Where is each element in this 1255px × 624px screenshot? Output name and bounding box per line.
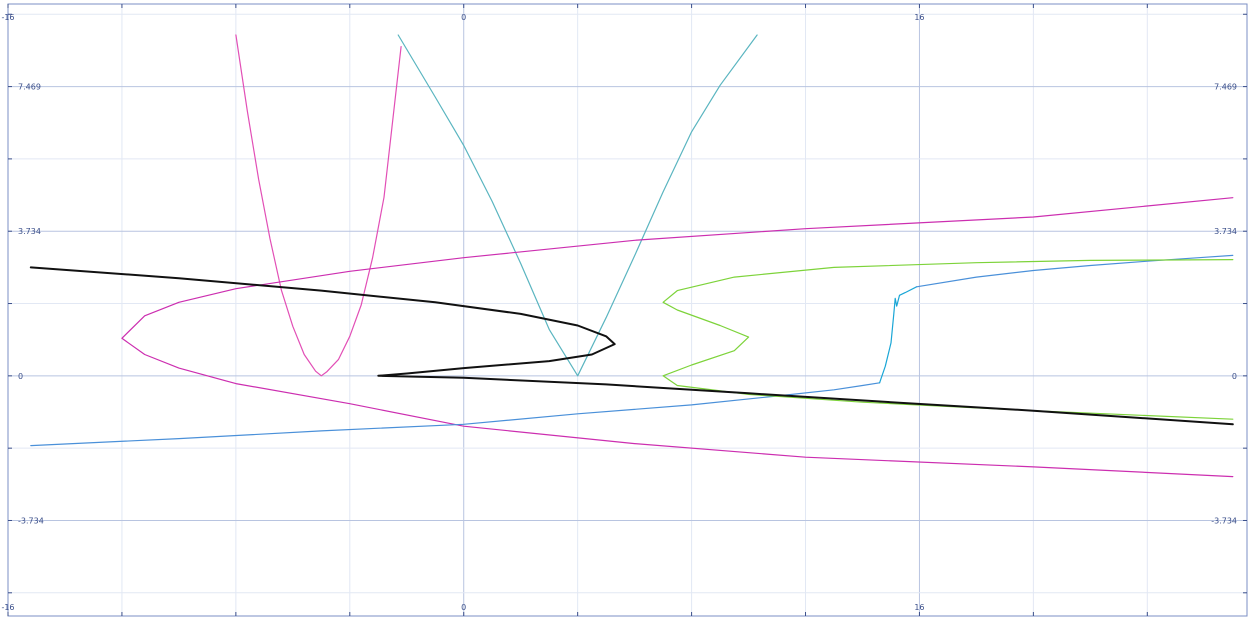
y-tick-label-left: -3.734 bbox=[18, 516, 44, 525]
plot-frame bbox=[7, 3, 1248, 617]
series-line-4 bbox=[30, 382, 881, 447]
y-tick-label-left: 3.734 bbox=[18, 227, 41, 236]
series-line-6 bbox=[915, 254, 1234, 288]
y-tick-label-right: 0 bbox=[1232, 372, 1237, 381]
series-lines bbox=[29, 34, 1234, 478]
tick-labels: -16 -16 0 0 16 16 7.469 7.469 3.734 3.734 0 0 -3.734… bbox=[1, 13, 1237, 612]
y-tick-label-right: 3.734 bbox=[1214, 227, 1237, 236]
x-tick-label-top: -16 bbox=[1, 13, 14, 22]
y-tick-label-left: 7.469 bbox=[18, 83, 41, 92]
x-tick-label-bottom: 0 bbox=[461, 603, 466, 612]
series-line-7 bbox=[662, 259, 1234, 420]
y-tick-label-right: 7.469 bbox=[1214, 83, 1237, 92]
series-line-2 bbox=[397, 34, 758, 377]
series-line-5 bbox=[878, 286, 918, 384]
series-line-3 bbox=[121, 197, 1234, 478]
x-tick-label-bottom: -16 bbox=[1, 603, 14, 612]
series-line-1 bbox=[235, 34, 402, 377]
y-tick-label-right: -3.734 bbox=[1211, 516, 1237, 525]
grid-lines bbox=[7, 4, 1247, 616]
x-tick-label-bottom: 16 bbox=[914, 603, 924, 612]
axes bbox=[7, 3, 1248, 617]
x-tick-label-top: 16 bbox=[914, 13, 924, 22]
y-tick-label-left: 0 bbox=[18, 372, 23, 381]
x-tick-label-top: 0 bbox=[461, 13, 466, 22]
series-line-8 bbox=[29, 266, 1234, 426]
